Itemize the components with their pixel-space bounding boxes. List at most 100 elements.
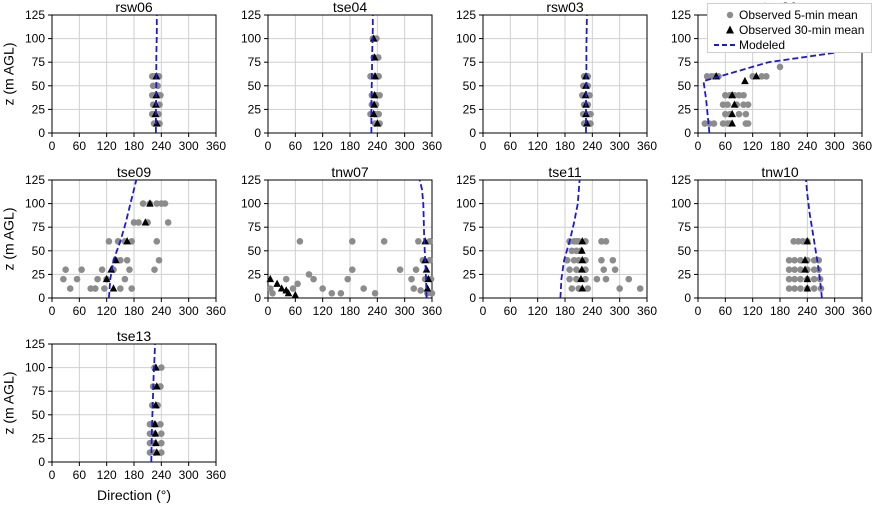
x-tick-label: 0 [49,304,56,318]
x-tick-label: 300 [395,304,415,318]
obs30-point [728,119,736,127]
legend-label-obs30: Observed 30-min mean [739,23,865,37]
obs5-point [282,275,290,283]
obs5-point [785,275,793,283]
obs30-point [752,72,761,80]
x-tick-label: 60 [504,139,518,153]
obs5-point [337,289,345,297]
obs30-point [424,274,433,283]
y-tick-label: 0 [469,291,476,305]
obs5-point [600,266,608,273]
obs5-point [161,200,169,207]
obs5-point [328,289,336,297]
obs5-point [348,238,356,245]
x-tick-label: 360 [206,304,226,318]
circle-marker-icon [726,11,734,19]
obs30-point [109,284,118,292]
dashed-line-icon [714,44,736,46]
x-tick-label: 300 [610,304,630,318]
x-tick-label: 120 [743,139,763,153]
obs30-point [577,274,585,283]
obs5-point [573,266,580,273]
obs30-point [369,109,378,118]
obs5-point [149,82,157,90]
panel-title: tse04 [333,0,367,15]
x-tick-label: 180 [555,304,575,318]
y-tick-label: 75 [32,384,46,398]
x-tick-label: 300 [179,304,199,318]
x-tick-label: 180 [124,304,144,318]
y-tick-label: 100 [456,197,476,211]
obs30-point [123,237,131,245]
y-tick-label: 125 [241,8,261,22]
x-tick-label: 180 [770,139,790,153]
obs5-point [740,91,747,99]
x-tick-label: 60 [504,304,518,318]
x-tick-label: 0 [265,139,272,153]
obs30-point [578,237,587,245]
x-tick-label: 120 [313,304,333,318]
obs5-point [735,91,743,99]
obs30-point [801,265,809,273]
x-tick-label: 240 [151,304,171,318]
panel-title: tnw10 [761,164,799,180]
y-tick-label: 25 [32,267,46,281]
obs5-point [763,73,770,80]
x-tick-label: 360 [206,139,226,153]
obs5-point [794,238,802,245]
y-tick-label: 100 [241,32,261,46]
obs5-point [73,275,81,283]
y-axis-label: z (m AGL) [1,371,17,434]
obs5-point [87,285,95,292]
obs5-point [121,275,129,283]
x-tick-label: 360 [637,304,657,318]
obs5-point [151,266,158,273]
y-tick-label: 75 [463,220,477,234]
x-tick-label: 60 [719,139,733,153]
obs5-point [310,275,317,283]
obs5-point [810,285,818,292]
y-tick-label: 50 [678,79,692,93]
obs30-point [152,401,160,409]
obs5-point [428,289,436,297]
y-tick-label: 125 [25,337,45,351]
obs5-point [94,275,101,283]
x-tick-label: 240 [151,468,171,482]
y-tick-label: 50 [463,79,477,93]
obs5-point [410,285,418,292]
y-tick-label: 25 [32,431,46,445]
obs5-point [158,430,165,437]
modeled-line [805,179,823,299]
obs5-point [568,247,576,255]
panel-title: rsw03 [546,0,584,15]
obs30-point [578,284,587,292]
y-tick-label: 125 [456,173,476,187]
obs30-point [803,284,812,292]
x-tick-label: 180 [555,139,575,153]
x-tick-label: 360 [422,139,442,153]
x-tick-label: 180 [770,304,790,318]
obs5-point [412,266,420,273]
x-tick-label: 60 [289,304,303,318]
obs30-point [370,91,379,99]
panel-rsw03: 0 60 120 180 240 300 360 0 25 50 75 100 125 rsw03 [456,0,657,153]
x-tick-label: 120 [528,139,548,153]
obs5-point [269,289,276,297]
obs30-point [728,109,736,118]
legend-entry-obs30: Observed 30-min mean [708,22,871,38]
x-tick-label: 240 [797,139,817,153]
panel-title: tnw07 [331,164,369,180]
x-tick-label: 120 [97,139,117,153]
y-tick-label: 50 [32,244,46,258]
y-tick-label: 0 [254,126,261,140]
obs5-point [376,91,383,99]
y-tick-label: 100 [25,197,45,211]
y-tick-label: 0 [38,455,45,469]
obs5-point [598,238,605,245]
obs5-point [722,91,729,99]
x-tick-label: 360 [637,139,657,153]
y-tick-label: 100 [241,197,261,211]
x-tick-label: 240 [582,139,602,153]
obs5-point [701,120,709,127]
x-tick-label: 60 [719,304,733,318]
